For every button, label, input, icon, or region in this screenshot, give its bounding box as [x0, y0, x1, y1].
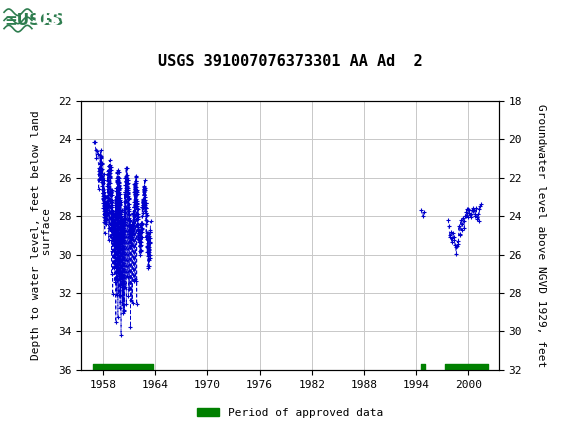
Text: ≡USGS: ≡USGS [4, 13, 64, 28]
Y-axis label: Groundwater level above NGVD 1929, feet: Groundwater level above NGVD 1929, feet [536, 104, 546, 367]
Y-axis label: Depth to water level, feet below land
 surface: Depth to water level, feet below land su… [31, 111, 52, 360]
Legend: Period of approved data: Period of approved data [193, 403, 387, 422]
Text: USGS 391007076373301 AA Ad  2: USGS 391007076373301 AA Ad 2 [158, 54, 422, 69]
Text: USGS: USGS [34, 12, 89, 29]
